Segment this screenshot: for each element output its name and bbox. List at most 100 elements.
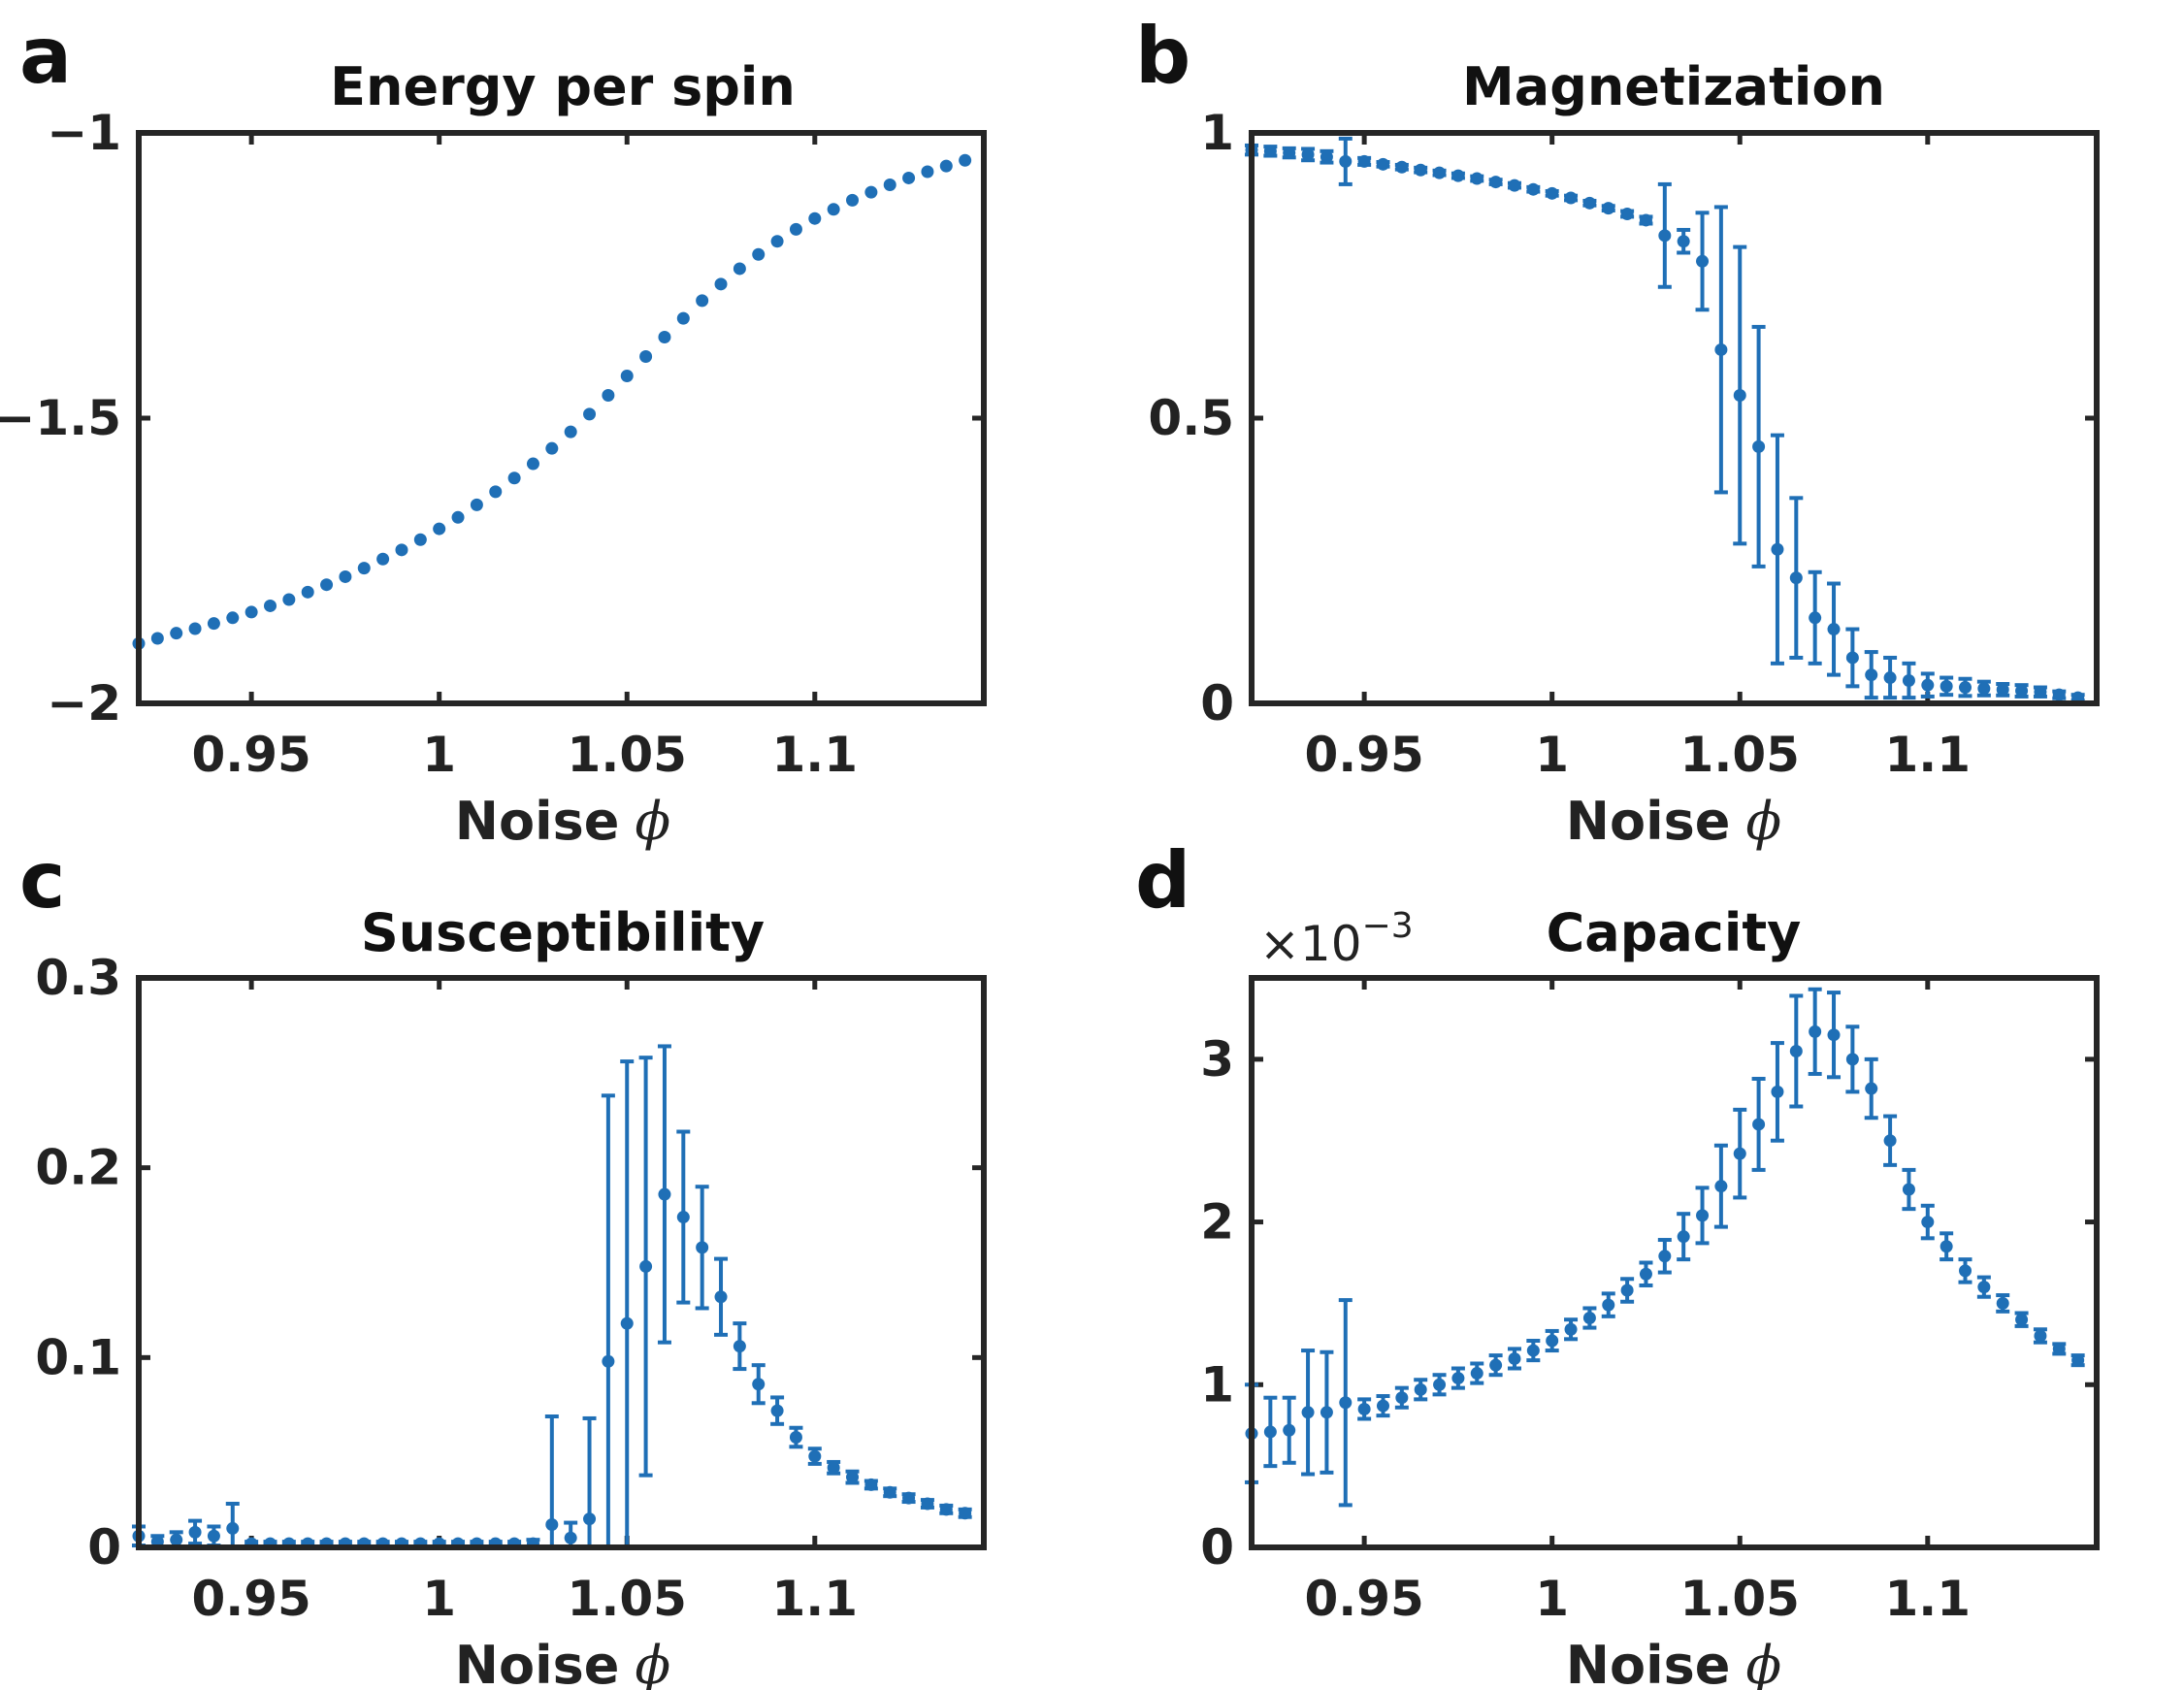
- data-point: [1771, 542, 1784, 556]
- panel-d: d Capacity ×10−3 0.95 1 1.05 1.1 0 1 2 3 Noise ϕ: [1135, 835, 2100, 1690]
- x-tick-label: 1: [1535, 1571, 1569, 1627]
- data-point: [1639, 1267, 1652, 1281]
- y-tick-label: 0.3: [35, 950, 121, 1006]
- data-point: [1620, 1284, 1634, 1297]
- panel-letter-c: c: [19, 835, 65, 926]
- data-point: [864, 185, 878, 199]
- plot-area: 0.95 1 1.05 1.1 0 0.1 0.2 0.3: [35, 950, 987, 1627]
- data-point: [1940, 1240, 1953, 1253]
- data-point: [1263, 1425, 1277, 1439]
- data-point: [1283, 1423, 1296, 1437]
- data-point: [1320, 1406, 1333, 1419]
- data-point: [1809, 1024, 1822, 1038]
- x-axis-label: Noise ϕ: [1566, 791, 1781, 852]
- data-point: [921, 1497, 934, 1511]
- data-point: [226, 1521, 240, 1535]
- data-point: [1696, 254, 1710, 268]
- data-point: [433, 522, 446, 536]
- x-tick-label: 0.95: [191, 1571, 310, 1627]
- data-point: [1357, 1402, 1371, 1415]
- data-point: [207, 617, 220, 631]
- x-axis-label-text: Noise: [1566, 791, 1731, 852]
- data-point: [1977, 682, 1991, 696]
- data-point: [827, 203, 840, 216]
- data-point: [714, 1290, 728, 1304]
- data-point: [470, 498, 483, 511]
- panel-letter-b: b: [1135, 11, 1190, 101]
- data-point: [1339, 1396, 1353, 1410]
- data-point: [921, 165, 934, 179]
- x-axis-label-text: Noise: [455, 1635, 620, 1690]
- axes-frame: [136, 130, 987, 706]
- data-point: [714, 277, 728, 291]
- data-point: [1602, 202, 1615, 215]
- phi-symbol: ϕ: [1745, 1635, 1781, 1690]
- data-point: [1789, 571, 1803, 585]
- data-point: [789, 222, 802, 236]
- data-point: [1677, 1230, 1690, 1244]
- data-point: [620, 369, 634, 382]
- x-tick-label: 0.95: [1304, 1571, 1423, 1627]
- x-tick-label: 0.95: [191, 727, 310, 783]
- plot-area: 0.95 1 1.05 1.1 0 1 2 3: [1200, 975, 2100, 1627]
- data-point: [1395, 1391, 1409, 1405]
- y-tick-label: 0: [1200, 675, 1234, 731]
- data-point: [564, 425, 577, 439]
- data-point: [1959, 681, 1972, 695]
- x-tick-label: 1.05: [1680, 1571, 1800, 1627]
- data-point: [1508, 1351, 1521, 1365]
- data-point: [1883, 671, 1897, 685]
- data-point: [1809, 611, 1822, 625]
- data-point: [1865, 668, 1878, 682]
- panel-title: Susceptibility: [361, 902, 765, 963]
- data-point: [1301, 1406, 1315, 1419]
- data-point: [789, 1431, 802, 1445]
- data-point: [1996, 1296, 2009, 1310]
- y-tick-label: 3: [1200, 1031, 1234, 1088]
- data-point: [2015, 1313, 2029, 1326]
- data-point: [1883, 1134, 1897, 1148]
- data-point: [1733, 388, 1746, 402]
- panel-title: Capacity: [1547, 902, 1802, 963]
- data-point: [827, 1461, 840, 1475]
- data-point: [583, 407, 597, 421]
- data-point: [602, 1354, 615, 1368]
- data-point: [564, 1531, 577, 1544]
- data-point: [1395, 160, 1409, 174]
- data-point: [1489, 176, 1503, 189]
- data-point: [188, 622, 202, 635]
- data-point: [170, 627, 183, 640]
- phi-symbol: ϕ: [635, 1635, 670, 1690]
- data-point: [1414, 163, 1427, 177]
- phi-symbol: ϕ: [1745, 791, 1781, 852]
- data-point: [846, 193, 860, 207]
- data-point: [808, 1449, 822, 1463]
- data-point: [2052, 688, 2066, 701]
- y-tick-label: 0.5: [1148, 390, 1234, 446]
- y-tick-label: 0: [1200, 1519, 1234, 1576]
- data-point: [939, 159, 953, 173]
- data-point: [507, 471, 521, 485]
- data-point: [583, 1512, 597, 1526]
- data-point: [676, 1211, 690, 1224]
- x-axis-label: Noise ϕ: [455, 791, 670, 852]
- data-point: [1827, 1028, 1841, 1042]
- data-point: [207, 1529, 220, 1543]
- data-point: [1714, 342, 1728, 356]
- x-tick-label: 1.1: [1885, 1571, 1972, 1627]
- data-point: [639, 1259, 653, 1273]
- data-point: [1921, 678, 1935, 692]
- data-point: [1564, 1322, 1578, 1336]
- data-point: [959, 153, 972, 167]
- panel-a: a Energy per spin 0.95 1 1.05 1.1 −2 −1.5 −1 N…: [0, 11, 987, 852]
- x-axis-label: Noise ϕ: [1566, 1635, 1781, 1690]
- x-tick-label: 1: [1535, 727, 1569, 783]
- data-point: [1489, 1358, 1503, 1372]
- data-point: [2052, 1342, 2066, 1355]
- data-point: [752, 247, 766, 261]
- panel-c: c Susceptibility 0.95 1 1.05 1.100.10.20.3 …: [19, 835, 987, 1690]
- data-point: [939, 1503, 953, 1516]
- data-point: [1451, 1372, 1465, 1385]
- data-point: [1283, 146, 1296, 160]
